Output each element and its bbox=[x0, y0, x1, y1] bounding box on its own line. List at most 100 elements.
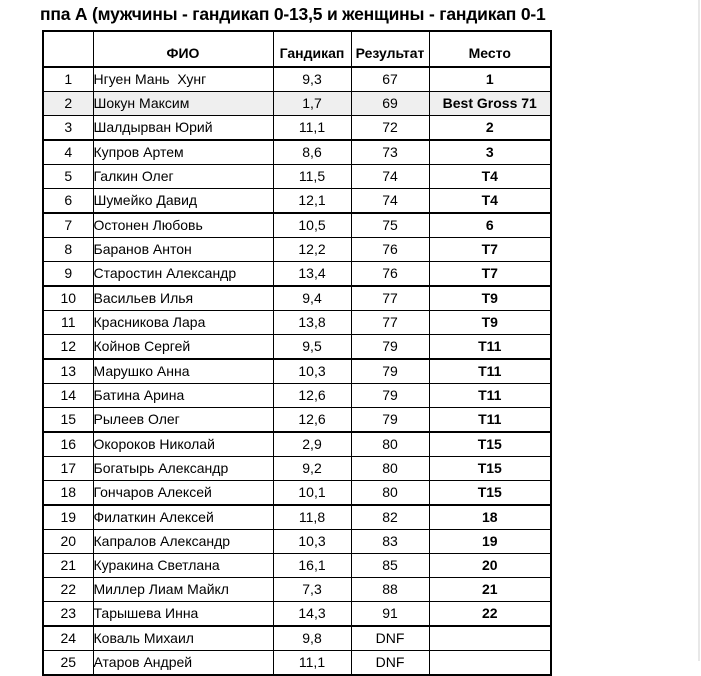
table-row: 25 Атаров Андрей 11,1 DNF bbox=[42, 650, 552, 676]
player-name-cell: Нгуен Мань Хунг bbox=[92, 66, 274, 92]
player-name-cell: Остонен Любовь bbox=[92, 212, 274, 238]
table-row: 18 Гончаров Алексей 10,1 80 T15 bbox=[42, 480, 552, 506]
result-cell: 76 bbox=[350, 261, 430, 287]
handicap-cell: 11,5 bbox=[272, 164, 352, 189]
result-cell: DNF bbox=[350, 650, 430, 676]
col-header-name: ФИО bbox=[92, 30, 274, 68]
row-number-cell: 13 bbox=[42, 358, 94, 384]
result-cell: 76 bbox=[350, 237, 430, 262]
player-name-cell: Марушко Анна bbox=[92, 358, 274, 384]
row-number-cell: 8 bbox=[42, 237, 94, 262]
header-row: ФИО Гандикап Результат Место bbox=[42, 30, 552, 68]
row-number-cell: 21 bbox=[42, 553, 94, 578]
table-row: 13 Марушко Анна 10,3 79 T11 bbox=[42, 358, 552, 384]
handicap-cell: 9,3 bbox=[272, 66, 352, 92]
place-cell: T11 bbox=[428, 383, 552, 408]
place-cell: Best Gross 71 bbox=[428, 91, 552, 116]
table-row: 3 Шалдырван Юрий 11,1 72 2 bbox=[42, 115, 552, 141]
result-cell: 77 bbox=[350, 285, 430, 311]
result-cell: 67 bbox=[350, 66, 430, 92]
place-cell: 18 bbox=[428, 504, 552, 530]
handicap-cell: 11,1 bbox=[272, 650, 352, 676]
place-cell: 1 bbox=[428, 66, 552, 92]
place-cell: T9 bbox=[428, 285, 552, 311]
table-row: 12 Койнов Сергей 9,5 79 T11 bbox=[42, 334, 552, 360]
handicap-cell: 12,6 bbox=[272, 407, 352, 433]
row-number-cell: 18 bbox=[42, 480, 94, 506]
table-row: 7 Остонен Любовь 10,5 75 6 bbox=[42, 212, 552, 238]
handicap-cell: 10,1 bbox=[272, 480, 352, 506]
place-cell: T15 bbox=[428, 456, 552, 481]
row-number-cell: 14 bbox=[42, 383, 94, 408]
place-cell: 21 bbox=[428, 577, 552, 602]
row-number-cell: 19 bbox=[42, 504, 94, 530]
table-row: 8 Баранов Антон 12,2 76 T7 bbox=[42, 237, 552, 262]
player-name-cell: Атаров Андрей bbox=[92, 650, 274, 676]
row-number-cell: 5 bbox=[42, 164, 94, 189]
col-header-handicap: Гандикап bbox=[272, 30, 352, 68]
place-cell: 6 bbox=[428, 212, 552, 238]
handicap-cell: 10,5 bbox=[272, 212, 352, 238]
player-name-cell: Батина Арина bbox=[92, 383, 274, 408]
handicap-cell: 13,4 bbox=[272, 261, 352, 287]
table-row: 21 Куракина Светлана 16,1 85 20 bbox=[42, 553, 552, 578]
result-cell: 79 bbox=[350, 358, 430, 384]
player-name-cell: Филаткин Алексей bbox=[92, 504, 274, 530]
result-cell: 82 bbox=[350, 504, 430, 530]
player-name-cell: Галкин Олег bbox=[92, 164, 274, 189]
handicap-cell: 9,5 bbox=[272, 334, 352, 360]
player-name-cell: Окороков Николай bbox=[92, 431, 274, 457]
row-number-cell: 6 bbox=[42, 188, 94, 214]
row-number-cell: 17 bbox=[42, 456, 94, 481]
table-row: 11 Красникова Лара 13,8 77 T9 bbox=[42, 310, 552, 335]
table-body: 1 Нгуен Мань Хунг 9,3 67 1 2 Шокун Максим 1,7 69… bbox=[42, 66, 552, 676]
handicap-cell: 14,3 bbox=[272, 601, 352, 627]
row-number-cell: 4 bbox=[42, 139, 94, 165]
col-header-result: Результат bbox=[350, 30, 430, 68]
place-cell: 20 bbox=[428, 553, 552, 578]
player-name-cell: Васильев Илья bbox=[92, 285, 274, 311]
handicap-cell: 13,8 bbox=[272, 310, 352, 335]
place-cell bbox=[428, 650, 552, 676]
row-number-cell: 11 bbox=[42, 310, 94, 335]
player-name-cell: Богатырь Александр bbox=[92, 456, 274, 481]
table-row: 6 Шумейко Давид 12,1 74 T4 bbox=[42, 188, 552, 214]
table-row: 4 Купров Артем 8,6 73 3 bbox=[42, 139, 552, 165]
row-number-cell: 22 bbox=[42, 577, 94, 602]
result-cell: 75 bbox=[350, 212, 430, 238]
result-cell: 88 bbox=[350, 577, 430, 602]
place-cell: 19 bbox=[428, 529, 552, 554]
table-row: 16 Окороков Николай 2,9 80 T15 bbox=[42, 431, 552, 457]
results-table: ФИО Гандикап Результат Место 1 Нгуен Мань… bbox=[42, 30, 552, 676]
handicap-cell: 12,1 bbox=[272, 188, 352, 214]
row-number-cell: 16 bbox=[42, 431, 94, 457]
player-name-cell: Куракина Светлана bbox=[92, 553, 274, 578]
result-cell: 79 bbox=[350, 407, 430, 433]
handicap-cell: 1,7 bbox=[272, 91, 352, 116]
player-name-cell: Шалдырван Юрий bbox=[92, 115, 274, 141]
row-number-cell: 20 bbox=[42, 529, 94, 554]
player-name-cell: Коваль Михаил bbox=[92, 625, 274, 651]
player-name-cell: Красникова Лара bbox=[92, 310, 274, 335]
player-name-cell: Баранов Антон bbox=[92, 237, 274, 262]
player-name-cell: Купров Артем bbox=[92, 139, 274, 165]
page-title: ппа А (мужчины - гандикап 0-13,5 и женщи… bbox=[40, 4, 546, 24]
col-header-num bbox=[42, 30, 94, 68]
table-row: 24 Коваль Михаил 9,8 DNF bbox=[42, 625, 552, 651]
row-number-cell: 25 bbox=[42, 650, 94, 676]
handicap-cell: 8,6 bbox=[272, 139, 352, 165]
player-name-cell: Тарышева Инна bbox=[92, 601, 274, 627]
result-cell: 79 bbox=[350, 383, 430, 408]
result-cell: 83 bbox=[350, 529, 430, 554]
handicap-cell: 11,1 bbox=[272, 115, 352, 141]
player-name-cell: Рылеев Олег bbox=[92, 407, 274, 433]
result-cell: 74 bbox=[350, 188, 430, 214]
result-cell: 85 bbox=[350, 553, 430, 578]
result-cell: 73 bbox=[350, 139, 430, 165]
table-row: 9 Старостин Александр 13,4 76 T7 bbox=[42, 261, 552, 287]
place-cell: T4 bbox=[428, 164, 552, 189]
player-name-cell: Старостин Александр bbox=[92, 261, 274, 287]
row-number-cell: 9 bbox=[42, 261, 94, 287]
result-cell: 79 bbox=[350, 334, 430, 360]
row-number-cell: 15 bbox=[42, 407, 94, 433]
